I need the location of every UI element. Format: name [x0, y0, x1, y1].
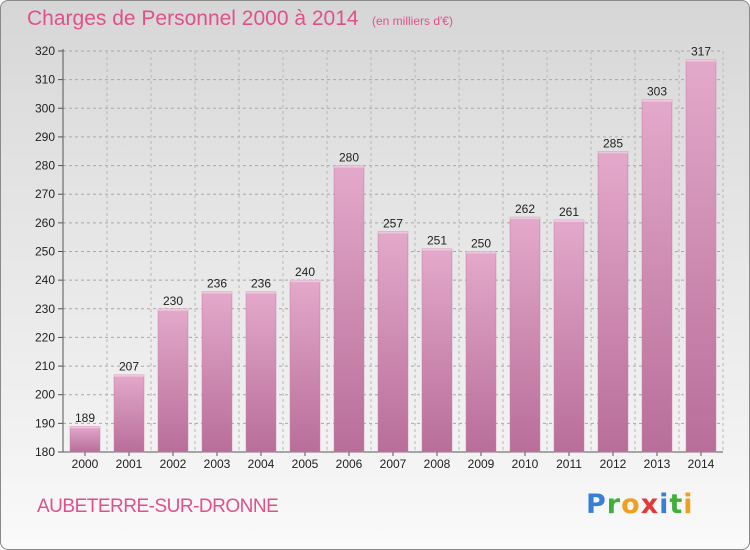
x-tick-label-2014: 2014	[688, 457, 715, 471]
labels: 180 190 200 210 220 230 240 250 260 270 280 290 300 3…	[35, 44, 715, 471]
bar-2007	[377, 231, 409, 453]
bar-2004	[245, 291, 277, 453]
value-label-2001: 207	[119, 360, 139, 374]
x-tick-label-2007: 2007	[380, 457, 407, 471]
value-label-2004: 236	[251, 277, 271, 291]
logo-letter: o	[621, 489, 641, 520]
bar-2001	[113, 374, 145, 453]
commune-name: AUBETERRE-SUR-DRONNE	[37, 496, 279, 517]
bar-2005	[289, 279, 321, 453]
bar-top-highlight	[70, 426, 100, 429]
bar-2012	[597, 151, 629, 453]
x-tick-label-2002: 2002	[160, 457, 187, 471]
bar-top-highlight	[598, 151, 628, 154]
value-label-2000: 189	[75, 411, 95, 425]
x-tick-label-2009: 2009	[468, 457, 495, 471]
value-label-2009: 250	[471, 237, 491, 251]
y-tick-label: 270	[35, 187, 55, 201]
value-label-2003: 236	[207, 277, 227, 291]
y-tick-label: 310	[35, 73, 55, 87]
x-tick-label-2005: 2005	[292, 457, 319, 471]
x-tick-label-2001: 2001	[116, 457, 143, 471]
bar-top-highlight	[202, 291, 232, 294]
proxiti-logo: Proxiti	[586, 489, 694, 520]
bar-2003	[201, 291, 233, 453]
value-label-2011: 261	[559, 205, 579, 219]
logo-letter: P	[586, 489, 607, 520]
bar-2009	[465, 251, 497, 453]
value-label-2014: 317	[691, 45, 711, 59]
bars	[69, 59, 717, 453]
bar-top-highlight	[686, 59, 716, 62]
y-tick-label: 230	[35, 302, 55, 316]
y-tick-label: 260	[35, 216, 55, 230]
chart-subtitle: (en milliers d'€)	[372, 14, 453, 28]
value-label-2006: 280	[339, 151, 359, 165]
value-label-2010: 262	[515, 202, 535, 216]
bar-top-highlight	[158, 308, 188, 311]
x-tick-label-2003: 2003	[204, 457, 231, 471]
value-label-2012: 285	[603, 136, 623, 150]
value-label-2008: 251	[427, 234, 447, 248]
bar-top-highlight	[642, 99, 672, 102]
x-tick-label-2011: 2011	[556, 457, 582, 471]
bar-top-highlight	[554, 219, 584, 222]
bar-top-highlight	[334, 165, 364, 168]
bar-2008	[421, 248, 453, 453]
bar-top-highlight	[422, 248, 452, 251]
bar-2011	[553, 219, 585, 453]
y-tick-label: 320	[35, 44, 55, 58]
value-label-2005: 240	[295, 265, 315, 279]
logo-letter: i	[659, 489, 670, 520]
bar-2010	[509, 216, 541, 453]
y-tick-label: 300	[35, 101, 55, 115]
logo-letter: x	[640, 489, 660, 520]
y-tick-label: 290	[35, 130, 55, 144]
bar-top-highlight	[466, 251, 496, 254]
bar-2014	[685, 59, 717, 453]
y-tick-label: 220	[35, 330, 55, 344]
x-tick-label-2004: 2004	[248, 457, 275, 471]
bar-2006	[333, 165, 365, 453]
logo-letter: r	[606, 489, 622, 520]
bar-2013	[641, 99, 673, 453]
x-tick-label-2010: 2010	[512, 457, 539, 471]
bar-top-highlight	[114, 374, 144, 377]
value-label-2007: 257	[383, 216, 403, 230]
y-tick-label: 280	[35, 159, 55, 173]
y-tick-label: 250	[35, 245, 55, 259]
value-label-2013: 303	[647, 85, 667, 99]
y-tick-label: 190	[35, 416, 55, 430]
bar-top-highlight	[378, 231, 408, 234]
x-tick-label-2006: 2006	[336, 457, 363, 471]
y-tick-label: 180	[35, 445, 55, 459]
bar-top-highlight	[246, 291, 276, 294]
x-tick-label-2000: 2000	[72, 457, 99, 471]
x-tick-label-2012: 2012	[600, 457, 627, 471]
chart-title: Charges de Personnel 2000 à 2014	[27, 7, 359, 30]
bar-top-highlight	[510, 217, 540, 220]
bar-top-highlight	[290, 280, 320, 283]
value-label-2002: 230	[163, 294, 183, 308]
y-tick-label: 210	[35, 359, 55, 373]
logo-letter: t	[669, 489, 684, 520]
bar-2002	[157, 308, 189, 453]
y-tick-label: 240	[35, 273, 55, 287]
x-tick-label-2013: 2013	[644, 457, 671, 471]
logo-letter: i	[683, 489, 694, 520]
y-tick-label: 200	[35, 388, 55, 402]
x-tick-label-2008: 2008	[424, 457, 451, 471]
bar-2000	[69, 425, 101, 453]
